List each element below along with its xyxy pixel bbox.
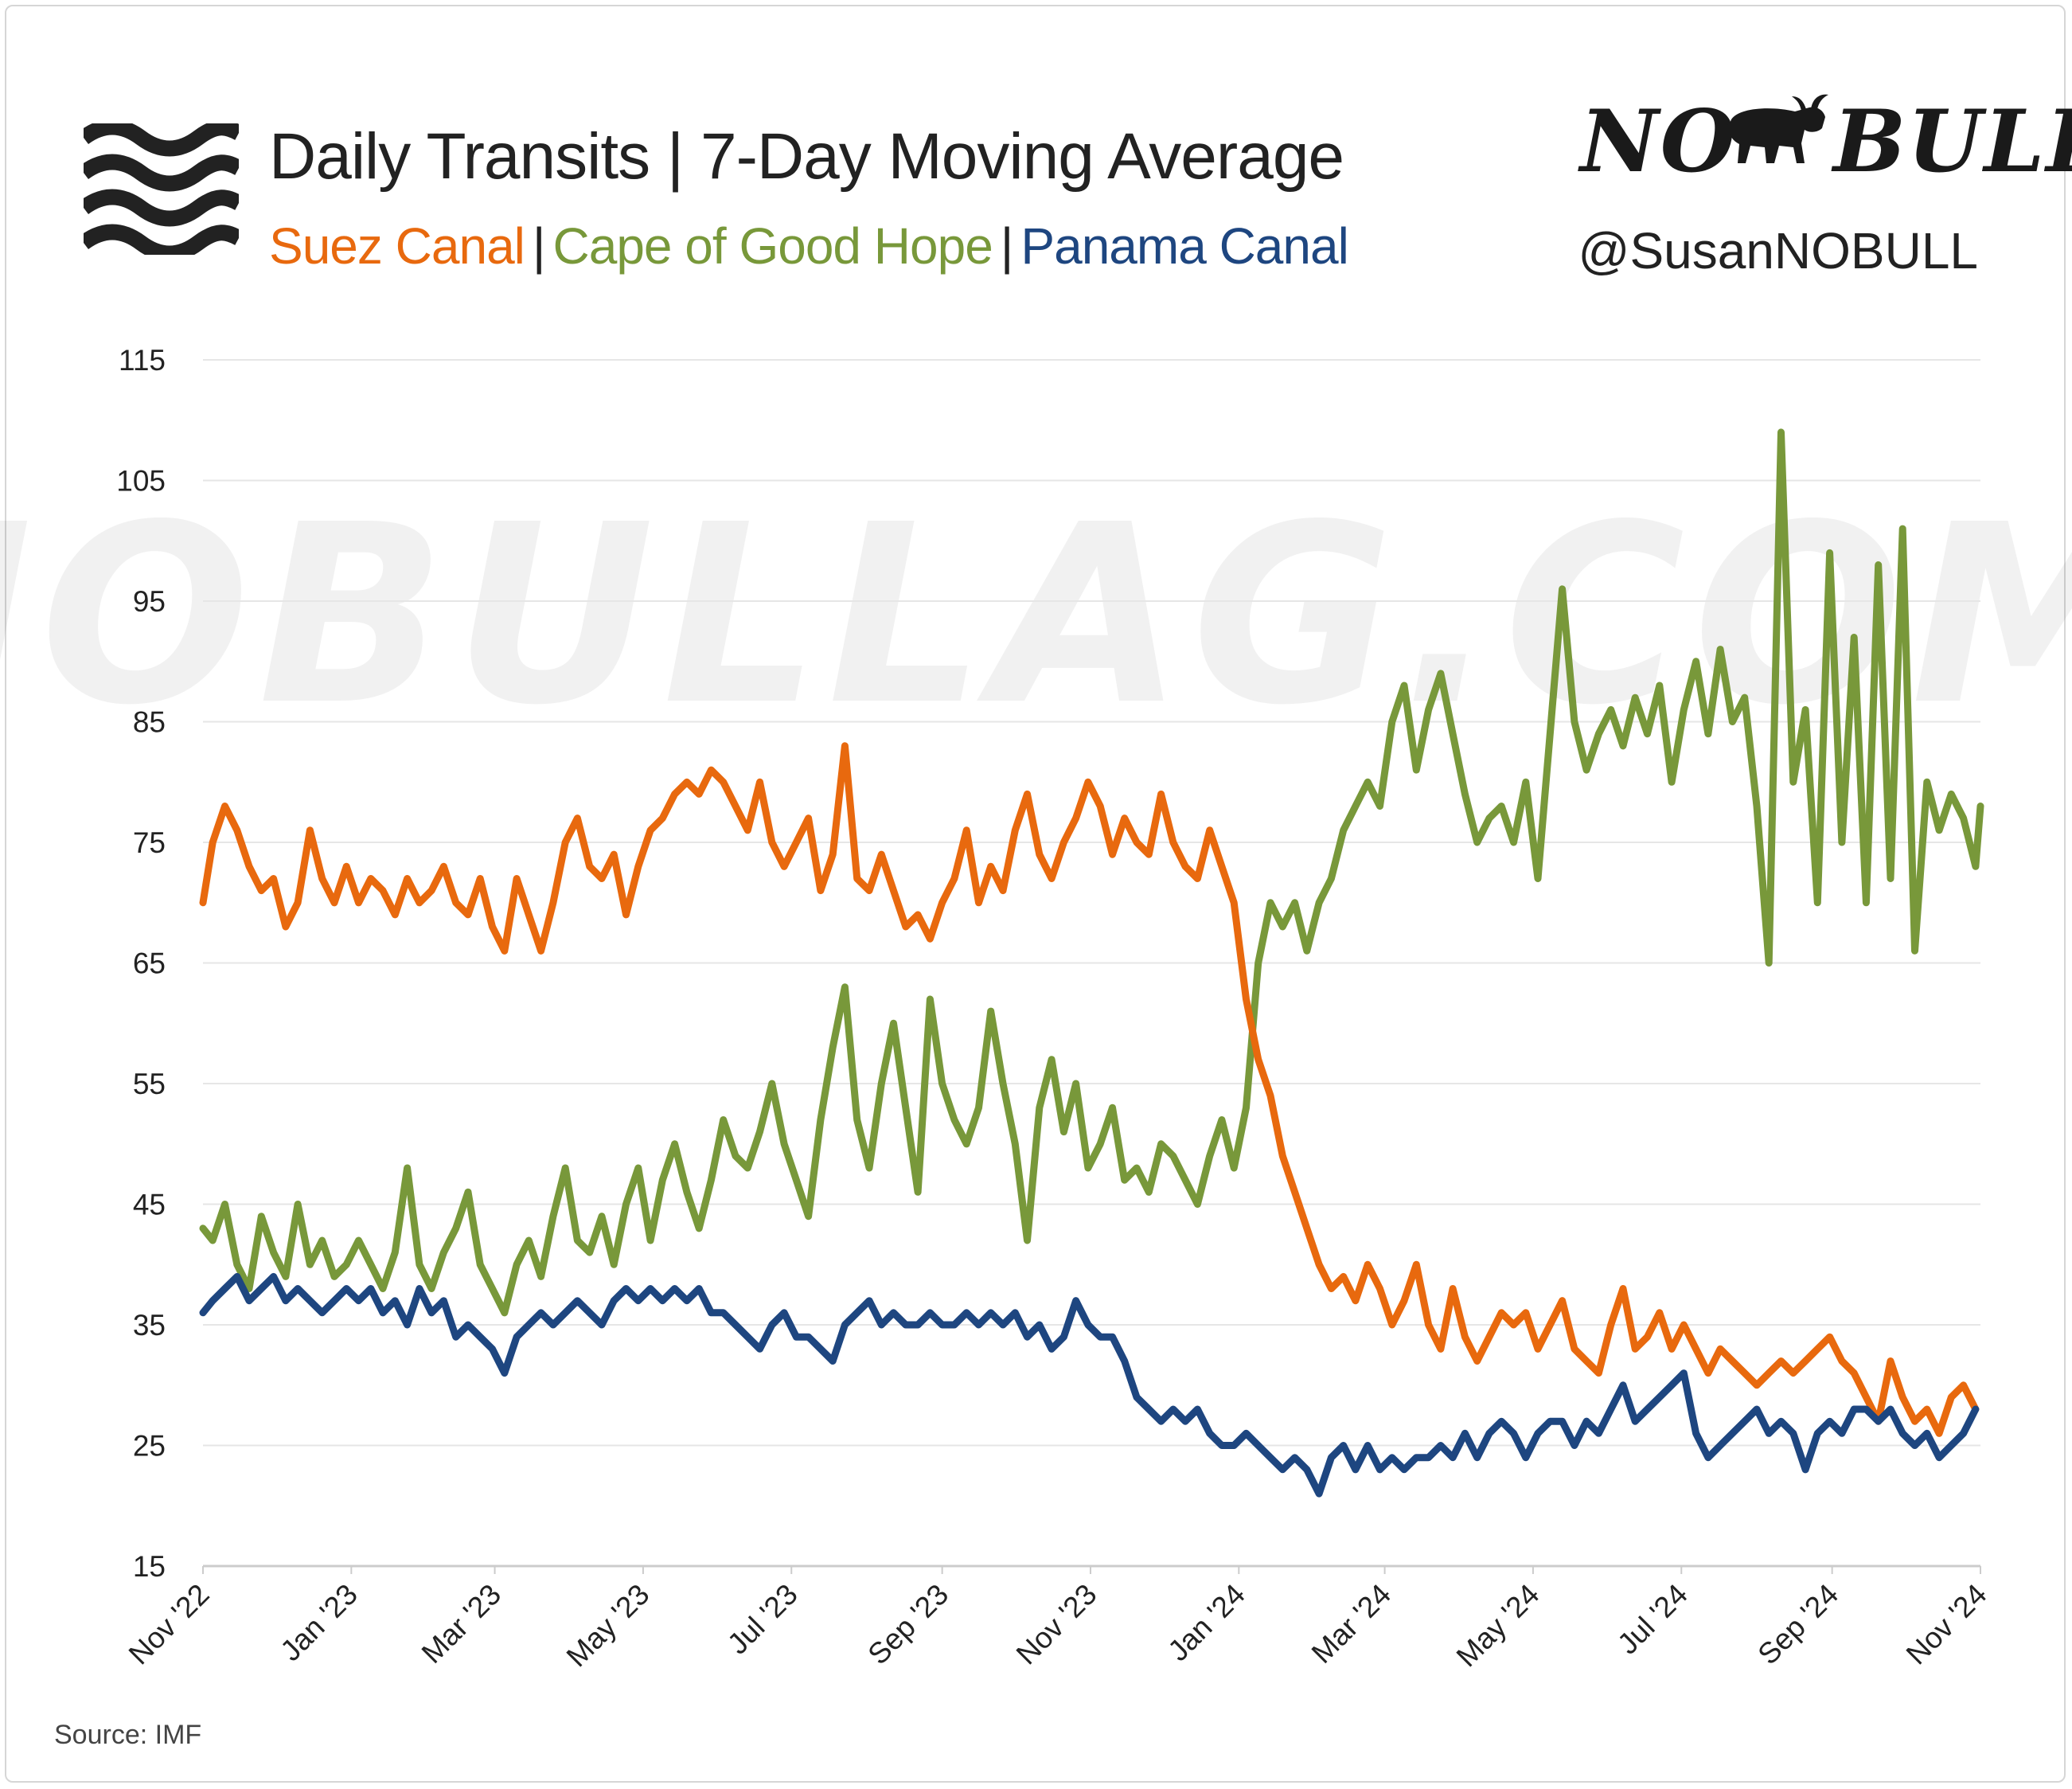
legend-separator: | (532, 217, 546, 275)
y-tick-label: 85 (133, 706, 166, 739)
series-line-panama (199, 1272, 1980, 1498)
x-tick-label: Jan '23 (274, 1578, 364, 1668)
x-tick-label: Jan '24 (1161, 1578, 1251, 1668)
y-tick-label: 105 (116, 465, 166, 498)
brand-logo: NO BULL (1580, 76, 2072, 195)
y-tick-label: 55 (133, 1068, 166, 1100)
y-tick-label: 45 (133, 1189, 166, 1221)
author-handle: @SusanNOBULL (1578, 222, 1978, 279)
x-tick-label: Mar '24 (1305, 1578, 1397, 1670)
chart-title: Daily Transits | 7-Day Moving Average (269, 120, 1344, 193)
y-tick-label: 115 (119, 344, 166, 377)
legend-panama: Panama Canal (1020, 217, 1348, 275)
watermark: NOBULLAG.COM (0, 472, 2072, 760)
x-tick-label: Nov '24 (1900, 1578, 1993, 1671)
brand-logo-left: NO (1580, 92, 1737, 192)
source-note: Source: IMF (54, 1720, 202, 1750)
x-tick-label: May '23 (560, 1578, 656, 1674)
legend-separator: | (1000, 217, 1014, 275)
series-lines (199, 428, 1984, 1498)
x-axis: Nov '22 Jan '23 Mar '23 May '23 Jul '23 Sep '… (123, 1566, 1993, 1673)
x-tick-label: Sep '24 (1751, 1578, 1844, 1671)
x-tick-label: Jul '23 (721, 1578, 804, 1661)
wave-lines-icon (84, 123, 239, 255)
y-tick-label: 25 (133, 1430, 166, 1463)
chart-subtitle: Suez Canal | Cape of Good Hope | Panama Cana… (269, 217, 1349, 275)
x-tick-label: Nov '22 (123, 1578, 216, 1671)
brand-logo-right: BULL (1833, 92, 2072, 192)
bull-icon (1721, 94, 1828, 163)
x-tick-label: May '24 (1450, 1578, 1546, 1674)
x-tick-label: Sep '23 (861, 1578, 954, 1671)
series-line-cape (199, 428, 1984, 1317)
y-tick-label: 65 (133, 947, 166, 980)
x-tick-label: Nov '23 (1010, 1578, 1103, 1671)
chart-frame (5, 5, 2066, 1783)
y-tick-label: 35 (133, 1309, 166, 1342)
series-line-suez (199, 742, 1980, 1437)
legend-suez: Suez Canal (269, 217, 525, 275)
y-axis: 15 25 35 45 55 65 75 85 95 105 115 (116, 344, 166, 1583)
y-tick-label: 95 (133, 585, 166, 618)
y-tick-label: 15 (133, 1550, 166, 1583)
y-tick-label: 75 (133, 826, 166, 859)
x-tick-label: Jul '24 (1611, 1578, 1694, 1661)
x-tick-label: Mar '23 (416, 1578, 507, 1670)
legend-cape: Cape of Good Hope (552, 217, 993, 275)
